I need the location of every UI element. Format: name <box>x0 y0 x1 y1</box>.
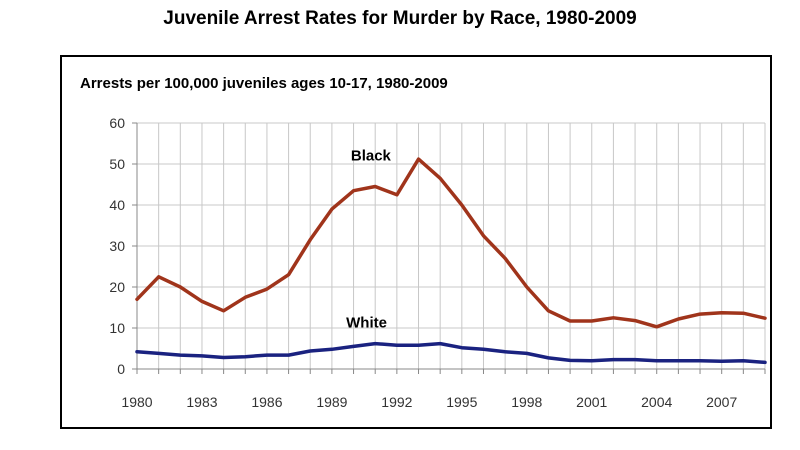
series-lines <box>135 157 767 365</box>
y-tick-label: 40 <box>109 197 125 213</box>
x-tick-label: 2001 <box>576 394 607 410</box>
y-tick-label: 0 <box>117 361 125 377</box>
series-line-white <box>135 341 767 365</box>
axes <box>132 122 766 374</box>
x-tick-label: 1995 <box>446 394 477 410</box>
tick-labels: 0 10 20 30 40 50 60 1980 1983 1986 1989 1992 1995 199… <box>109 115 737 410</box>
x-tick-label: 1986 <box>251 394 282 410</box>
x-tick-label: 1983 <box>186 394 217 410</box>
x-tick-label: 2007 <box>706 394 737 410</box>
y-tick-label: 20 <box>109 279 125 295</box>
gridlines <box>136 122 766 370</box>
chart-title: Juvenile Arrest Rates for Murder by Race… <box>163 8 637 29</box>
series-label-white: White <box>346 315 387 332</box>
x-tick-label: 1989 <box>316 394 347 410</box>
y-tick-label: 60 <box>109 115 125 131</box>
y-tick-label: 10 <box>109 320 125 336</box>
chart-subtitle: Arrests per 100,000 juveniles ages 10-17… <box>80 75 448 92</box>
series-label-black: Black <box>351 148 392 165</box>
x-tick-label: 1992 <box>381 394 412 410</box>
y-tick-label: 30 <box>109 238 125 254</box>
series-labels: Black White <box>346 148 391 332</box>
y-tick-label: 50 <box>109 156 125 172</box>
chart-frame <box>60 55 772 429</box>
series-line-black <box>135 157 767 329</box>
x-tick-label: 1998 <box>511 394 542 410</box>
x-tick-label: 1980 <box>121 394 152 410</box>
x-tick-label: 2004 <box>641 394 672 410</box>
